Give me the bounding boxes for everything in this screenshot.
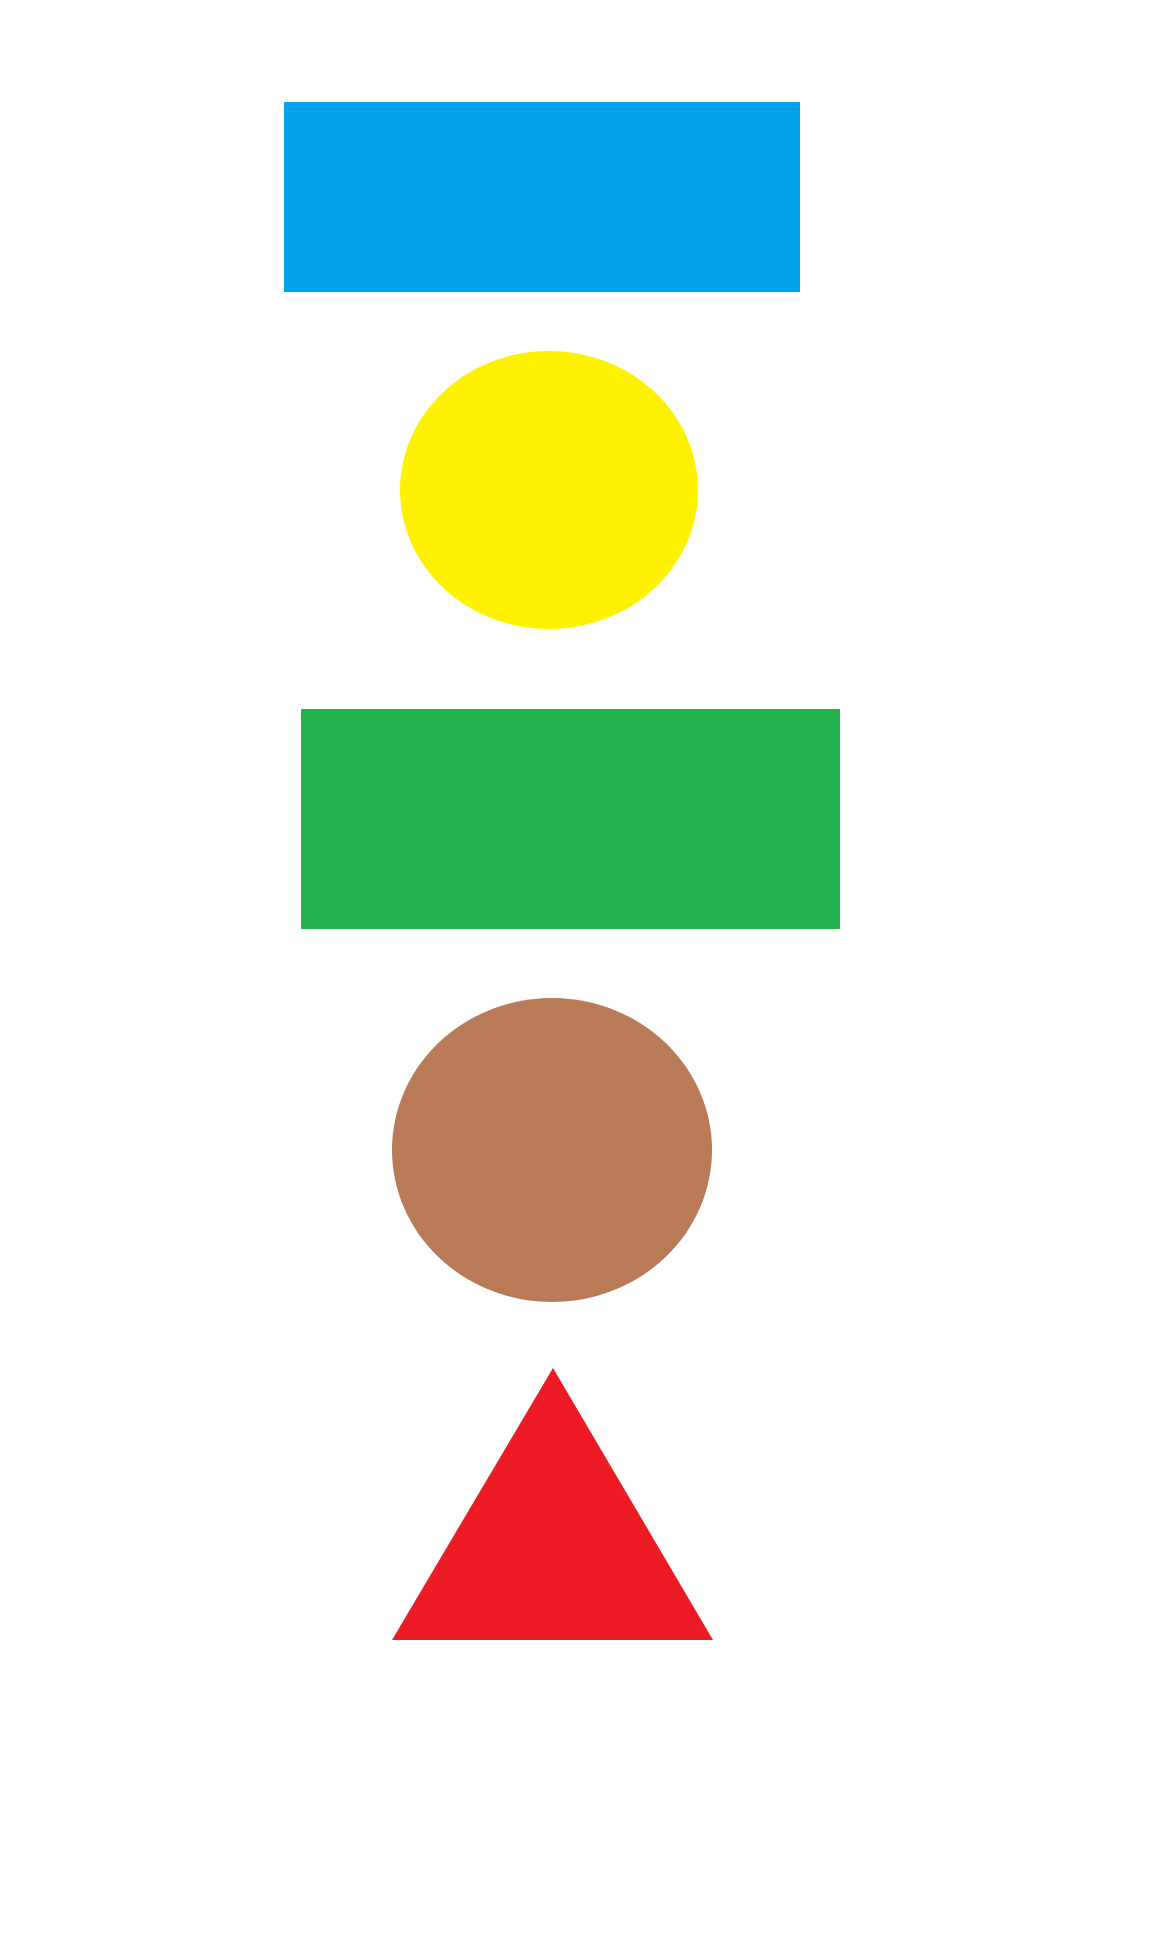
- brown-ellipse: [392, 998, 712, 1302]
- red-triangle: [392, 1368, 713, 1640]
- blue-rectangle: [284, 102, 800, 292]
- green-rectangle: [301, 709, 840, 929]
- yellow-ellipse: [400, 351, 698, 629]
